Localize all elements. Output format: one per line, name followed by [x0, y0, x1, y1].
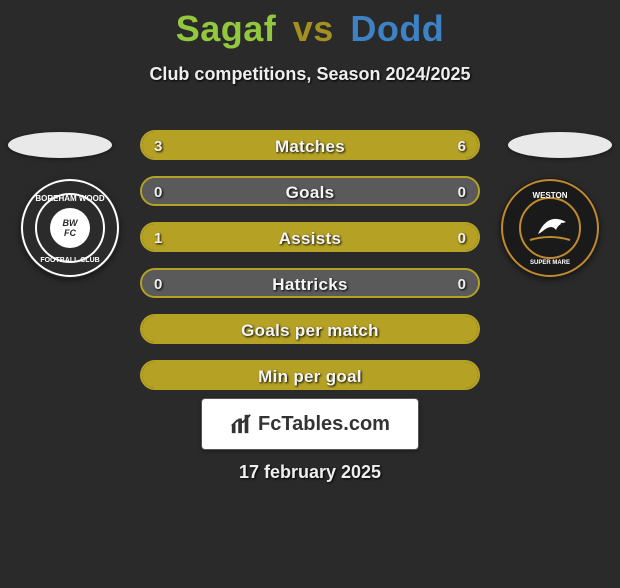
stat-label: Goals per match — [142, 316, 478, 342]
stat-label: Assists — [142, 224, 478, 250]
stats-bars: Matches36Goals00Assists10Hattricks00Goal… — [140, 130, 480, 406]
brand-logo: FcTables.com — [201, 398, 419, 450]
svg-text:WESTON: WESTON — [533, 191, 568, 200]
brand-name: FcTables.com — [258, 413, 390, 436]
stat-value-left: 1 — [154, 224, 162, 250]
chart-icon — [230, 413, 252, 435]
player1-club-crest: BOREHAM WOOD FOOTBALL CLUB BW FC — [20, 178, 120, 278]
player2-name: Dodd — [350, 8, 444, 49]
stat-value-right: 6 — [458, 132, 466, 158]
player1-name: Sagaf — [176, 8, 277, 49]
svg-text:BW: BW — [63, 218, 79, 228]
stat-row: Goals per match — [140, 314, 480, 344]
stat-label: Hattricks — [142, 270, 478, 296]
stat-row: Hattricks0 0 — [140, 268, 480, 298]
subtitle: Club competitions, Season 2024/2025 — [0, 64, 620, 85]
player2-flag-ellipse — [508, 132, 612, 158]
svg-text:FOOTBALL CLUB: FOOTBALL CLUB — [40, 257, 99, 264]
stat-value-right: 0 — [458, 270, 466, 296]
date-label: 17 february 2025 — [0, 462, 620, 483]
vs-label: vs — [293, 8, 334, 49]
stat-label: Min per goal — [142, 362, 478, 388]
player1-flag-ellipse — [8, 132, 112, 158]
stat-value-right: 0 — [458, 178, 466, 204]
stat-value-left: 0 — [154, 178, 162, 204]
stat-value-right: 0 — [458, 224, 466, 250]
page-title: Sagaf vs Dodd — [0, 8, 620, 50]
stat-row: Goals0 0 — [140, 176, 480, 206]
stat-label: Matches — [142, 132, 478, 158]
player2-club-crest: WESTON SUPER MARE — [500, 178, 600, 278]
stat-value-left: 3 — [154, 132, 162, 158]
stat-row: Assists1 0 — [140, 222, 480, 252]
stat-row: Min per goal — [140, 360, 480, 390]
svg-text:BOREHAM WOOD: BOREHAM WOOD — [35, 194, 105, 203]
stat-value-left: 0 — [154, 270, 162, 296]
stat-label: Goals — [142, 178, 478, 204]
svg-text:SUPER MARE: SUPER MARE — [530, 260, 570, 266]
stat-row: Matches3 6 — [140, 130, 480, 160]
svg-text:FC: FC — [64, 228, 76, 238]
